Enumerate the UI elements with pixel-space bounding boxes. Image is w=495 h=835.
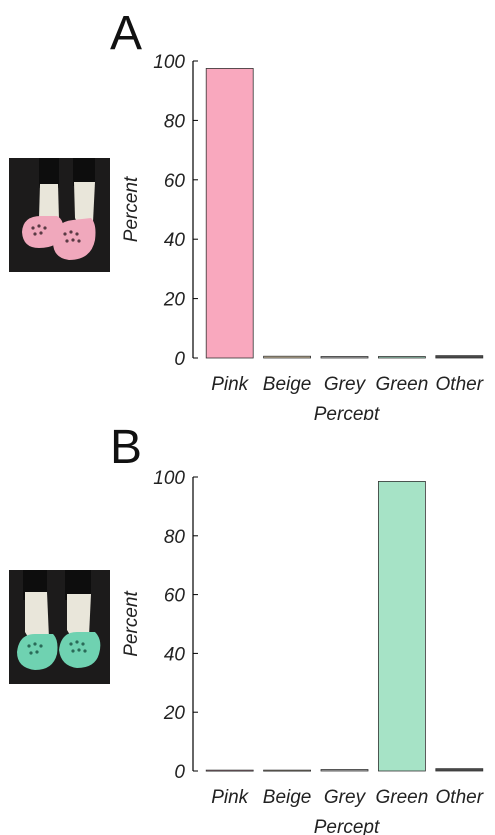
bar-green [377,356,426,359]
clog-right [53,218,96,260]
x-tick-label: Beige [263,787,312,808]
x-tick-label: Grey [324,374,367,395]
bar-other [435,768,484,772]
x-tick-label: Other [436,787,484,808]
bar-grey [320,356,369,359]
y-tick-label: 100 [153,52,185,73]
y-tick-label: 100 [153,468,185,489]
bar-beige [263,355,312,359]
feet-illustration [9,570,110,684]
feet-illustration [9,158,110,272]
stimulus-photo [9,158,110,272]
panel-a: A 0 20 40 60 80 100 Pink Beige Grey Green Other Per… [9,7,484,420]
y-tick-label: 20 [163,290,186,311]
bar-green [377,481,426,772]
bar-pink [205,68,254,359]
x-axis-title: Percept [314,817,380,835]
x-axis-title: Percept [314,404,380,420]
y-axis-title: Percent [121,591,142,657]
y-tick-label: 80 [164,527,186,548]
x-tick-label: Pink [211,787,249,808]
bar-grey [320,769,369,772]
x-tick-label: Pink [211,374,249,395]
bar-chart: 0 20 40 60 80 100 Pink Beige Grey Green Other Perce… [121,52,484,420]
y-tick-label: 80 [164,111,186,132]
panel-label: A [110,7,143,60]
bar-other [435,355,484,359]
bar-pink [205,769,254,772]
panel-label: B [110,421,143,474]
y-tick-label: 20 [163,703,186,724]
x-tick-label: Beige [263,374,312,395]
clog-left [22,216,64,248]
stimulus-photo [9,570,110,684]
x-tick-label: Grey [324,787,367,808]
y-tick-label: 40 [164,644,186,665]
y-tick-label: 0 [174,762,185,783]
y-tick-label: 40 [164,230,186,251]
bar-beige [263,769,312,772]
y-axis-title: Percent [121,176,142,242]
x-tick-label: Other [436,374,484,395]
panel-b: B 0 20 40 60 80 100 Pink Beige Grey Green Other Per… [0,420,495,835]
y-tick-label: 60 [164,171,186,192]
x-tick-label: Green [375,374,428,395]
y-tick-label: 0 [174,349,185,370]
x-tick-label: Green [375,787,428,808]
y-tick-label: 60 [164,586,186,607]
bar-chart: 0 20 40 60 80 100 Pink Beige Grey Green Other Perce… [121,468,484,835]
